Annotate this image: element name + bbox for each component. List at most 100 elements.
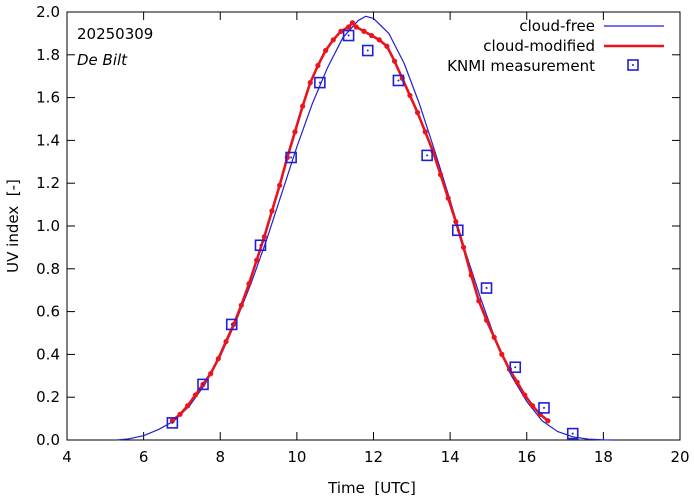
knmi-measurement-marker (314, 76, 326, 89)
x-tick-label: 4 (62, 448, 72, 466)
cloud-modified-point (231, 321, 237, 328)
data-series (116, 15, 615, 441)
knmi-measurement-center-dot (230, 323, 233, 326)
legend-label-cloud-free: cloud-free (519, 17, 595, 35)
knmi-measurement-marker (538, 402, 550, 414)
y-tick-label: 0.8 (36, 260, 60, 278)
cloud-modified-point (254, 257, 260, 263)
y-tick-label: 0.6 (36, 303, 60, 321)
knmi-measurement-marker (566, 427, 579, 440)
knmi-measurement-marker (451, 224, 464, 237)
cloud-modified-point (349, 20, 356, 26)
knmi-measurement-marker (225, 318, 238, 331)
knmi-measurement-marker (421, 149, 433, 162)
legend-swatch-knmi-measurement (627, 59, 639, 71)
cloud-modified-point (353, 24, 359, 30)
cloud-modified-point (499, 351, 505, 357)
y-tick-label: 0.4 (36, 345, 60, 363)
cloud-modified-point (491, 334, 497, 340)
knmi-measurement-center-dot (397, 79, 400, 82)
x-tick-label: 6 (139, 448, 149, 466)
knmi-measurement-center-dot (347, 34, 350, 37)
knmi-measurement-center-dot (290, 156, 293, 159)
cloud-modified-point (460, 244, 467, 250)
y-tick-label: 1.0 (36, 217, 60, 235)
cloud-modified-point (407, 92, 413, 99)
cloud-modified-point (315, 62, 321, 69)
cloud-modified-point (422, 129, 428, 135)
cloud-modified-point (345, 24, 352, 30)
x-tick-label: 20 (670, 448, 689, 466)
y-tick-label: 1.2 (36, 174, 60, 192)
cloud-modified-point (169, 418, 175, 424)
cloud-modified-point (208, 371, 214, 377)
legend-swatch-knmi-dot (632, 64, 634, 66)
knmi-measurement-center-dot (171, 421, 174, 424)
knmi-measurement-marker (166, 417, 179, 429)
knmi-measurement-center-dot (366, 49, 369, 52)
cloud-modified-point (338, 28, 344, 34)
cloud-modified-point (529, 403, 536, 409)
cloud-modified-point (277, 182, 283, 188)
knmi-measurement-center-dot (202, 383, 205, 386)
cloud-modified-point (330, 37, 336, 43)
y-axis-label: UV index [-] (4, 179, 22, 273)
knmi-measurement-marker (285, 151, 297, 164)
y-tick-label: 1.4 (36, 131, 60, 149)
cloud-modified-point (185, 403, 191, 409)
cloud-modified-point (368, 32, 375, 39)
series-line-cloud-free (116, 15, 615, 441)
cloud-modified-point (522, 392, 528, 398)
cloud-modified-point (238, 302, 244, 308)
cloud-modified-point (269, 208, 275, 214)
cloud-modified-point (246, 281, 252, 287)
cloud-modified-point (223, 338, 229, 345)
cloud-modified-point (192, 392, 198, 398)
cloud-modified-point (215, 356, 221, 362)
cloud-modified-point (261, 234, 267, 240)
x-tick-label: 16 (517, 448, 536, 466)
x-tick-label: 14 (441, 448, 460, 466)
knmi-measurement-center-dot (514, 366, 517, 369)
cloud-modified-point (361, 28, 367, 34)
cloud-modified-point (300, 103, 306, 109)
y-tick-label: 1.6 (36, 89, 60, 107)
axes-frame (66, 11, 681, 441)
y-axis-ticks: 0.0 0.2 0.4 0.6 0.8 1.0 1.2 1.4 1.6 1.8 2.0 (36, 3, 680, 449)
cloud-modified-point (453, 219, 459, 225)
cloud-modified-point (376, 37, 382, 43)
plot-border (66, 11, 681, 441)
annotation-station: De Bilt (77, 51, 128, 69)
legend-label-cloud-modified: cloud-modified (483, 37, 595, 55)
knmi-measurement-marker (361, 44, 374, 57)
knmi-measurement-marker (509, 361, 522, 374)
knmi-measurement-center-dot (318, 81, 321, 84)
knmi-measurement-marker (392, 74, 405, 87)
knmi-measurement-marker (197, 378, 209, 391)
legend-label-knmi-measurement: KNMI measurement (447, 57, 595, 75)
legend: cloud-free cloud-modified KNMI measureme… (447, 17, 664, 75)
knmi-measurement-center-dot (259, 244, 262, 247)
y-tick-label: 2.0 (36, 3, 60, 21)
knmi-measurement-marker (480, 282, 493, 294)
knmi-measurement-center-dot (485, 287, 488, 290)
cloud-modified-point (545, 418, 551, 424)
cloud-modified-point (323, 47, 329, 54)
cloud-modified-point (292, 129, 298, 135)
cloud-modified-point (384, 43, 390, 49)
y-tick-label: 0.0 (36, 431, 60, 449)
cloud-modified-point (437, 172, 444, 178)
x-tick-label: 12 (364, 448, 383, 466)
y-tick-label: 0.2 (36, 388, 60, 406)
x-tick-label: 18 (594, 448, 613, 466)
cloud-modified-point (483, 317, 490, 323)
cloud-modified-point (307, 80, 313, 86)
cloud-modified-point (414, 109, 421, 116)
knmi-measurement-marker (342, 29, 355, 42)
knmi-measurement-center-dot (571, 432, 574, 435)
y-tick-label: 1.8 (36, 46, 60, 64)
cloud-modified-point (514, 379, 520, 385)
knmi-measurement-center-dot (542, 406, 545, 409)
knmi-measurement-center-dot (426, 154, 429, 157)
